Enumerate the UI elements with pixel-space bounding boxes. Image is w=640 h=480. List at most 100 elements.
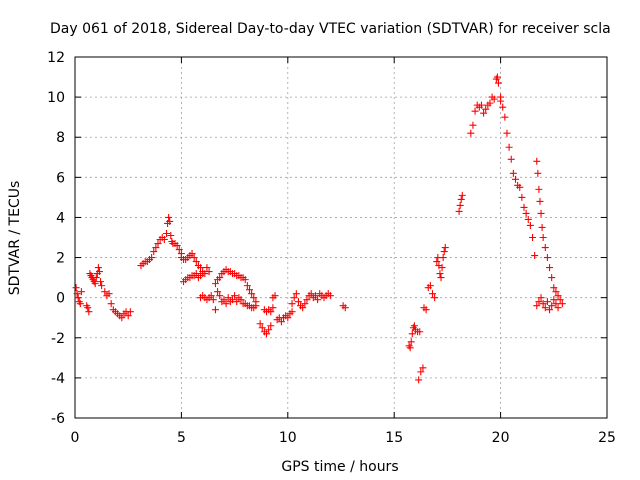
data-point [456, 201, 464, 209]
data-point [299, 304, 307, 312]
data-point [209, 296, 217, 304]
data-point [417, 368, 425, 376]
data-point [529, 234, 537, 241]
data-point [303, 296, 311, 304]
series-seg17 [415, 364, 427, 384]
data-point [497, 97, 505, 105]
data-point [220, 296, 228, 304]
data-point [214, 288, 222, 296]
data-point [541, 304, 549, 312]
data-point [406, 344, 414, 352]
data-point [250, 294, 258, 302]
data-point [166, 217, 174, 225]
data-point [499, 103, 507, 111]
data-point [73, 290, 81, 298]
data-point [263, 330, 271, 338]
series-seg24 [533, 294, 562, 314]
series-seg22 [497, 97, 539, 260]
data-point [150, 248, 158, 256]
data-point [546, 306, 554, 314]
data-point [152, 244, 160, 252]
series-seg2 [83, 264, 106, 316]
data-point [524, 215, 532, 223]
data-point [535, 298, 543, 306]
data-point [192, 258, 200, 266]
data-point [543, 298, 551, 306]
data-point [440, 248, 448, 256]
data-point [326, 292, 334, 300]
data-point [516, 183, 524, 191]
data-point [211, 280, 219, 288]
data-point [415, 376, 423, 384]
data-point [490, 95, 498, 103]
data-point [537, 209, 545, 217]
data-point [222, 300, 230, 308]
data-point [163, 229, 171, 237]
series-seg10 [256, 320, 275, 338]
data-point [126, 308, 134, 316]
data-point [216, 274, 224, 282]
data-point [248, 290, 256, 298]
data-point [228, 296, 236, 304]
data-point [436, 270, 444, 278]
data-point [97, 278, 105, 286]
data-point [216, 292, 224, 300]
series-seg12 [269, 292, 279, 302]
series-seg15 [339, 302, 349, 312]
data-point [294, 298, 302, 306]
data-point [307, 290, 315, 298]
data-points [72, 73, 566, 384]
data-point [537, 294, 545, 302]
y-tick-label: 2 [56, 251, 65, 267]
x-tick-label: 20 [492, 430, 510, 446]
data-point [546, 264, 554, 272]
data-point [471, 107, 479, 115]
data-point [458, 191, 466, 199]
data-point [311, 292, 319, 300]
data-point [77, 288, 85, 296]
x-tick-label: 10 [279, 430, 297, 446]
data-point [292, 290, 300, 298]
data-point [197, 264, 205, 272]
data-point [550, 284, 558, 292]
y-tick-label: -2 [51, 331, 65, 347]
data-point [536, 197, 544, 205]
data-point [256, 320, 264, 328]
data-point [534, 169, 542, 177]
data-point [558, 300, 566, 308]
data-point [477, 101, 485, 109]
axis-ticks [74, 56, 608, 419]
data-point [455, 207, 463, 215]
data-point [154, 240, 162, 248]
data-point [438, 264, 446, 272]
data-point [552, 300, 560, 308]
data-point [416, 328, 424, 336]
y-tick-label: 6 [56, 170, 65, 186]
series-seg19 [433, 244, 449, 282]
grid-lines [75, 57, 607, 418]
data-point [175, 246, 183, 254]
data-point [341, 304, 349, 312]
data-point [548, 302, 556, 310]
data-point [165, 213, 173, 221]
data-point [267, 322, 275, 330]
data-point [494, 79, 502, 87]
data-point [148, 254, 156, 262]
data-point [211, 306, 219, 314]
data-point [441, 244, 449, 252]
y-axis-label: SDTVAR / TECUs [7, 181, 23, 296]
data-point [205, 268, 213, 276]
data-point [426, 282, 434, 290]
data-point [520, 203, 528, 211]
x-axis-label: GPS time / hours [281, 459, 398, 475]
data-point [552, 288, 560, 296]
y-tick-label: -6 [51, 411, 65, 427]
data-point [95, 268, 103, 276]
data-point [265, 326, 273, 334]
data-point [482, 105, 490, 113]
data-point [419, 364, 427, 372]
data-point [522, 209, 530, 217]
data-point [469, 121, 477, 129]
data-point [437, 274, 445, 282]
data-point [94, 264, 102, 272]
